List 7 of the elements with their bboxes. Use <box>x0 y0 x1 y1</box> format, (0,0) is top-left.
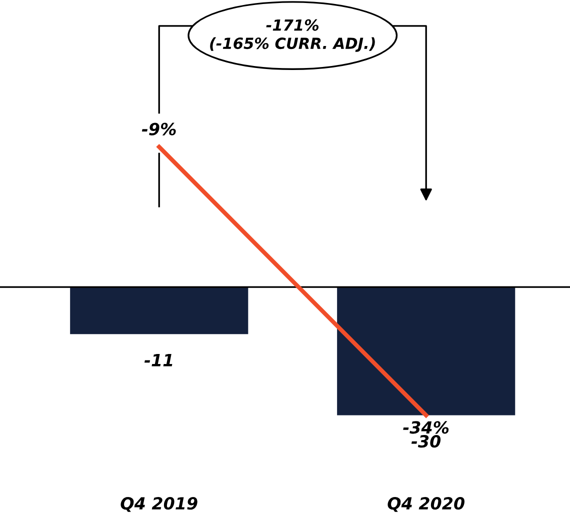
data-label: -11 <box>144 354 172 366</box>
x-tick-label: Q4 2020 <box>388 497 464 512</box>
text: -171% (-165% CURR. ADJ.) <box>210 19 375 52</box>
data-label: -9% <box>142 122 176 136</box>
data-label: -30 <box>411 435 441 448</box>
data-label: -34% <box>403 421 449 434</box>
x-tick-label: Q4 2019 <box>120 497 198 512</box>
